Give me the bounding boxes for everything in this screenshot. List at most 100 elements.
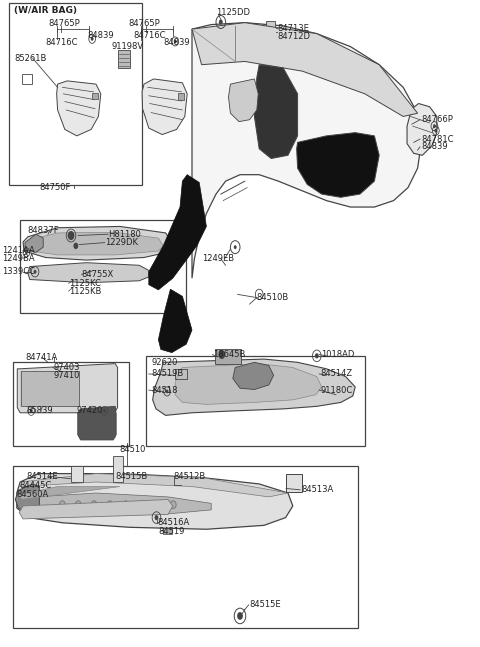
Circle shape — [218, 350, 225, 359]
Circle shape — [68, 231, 74, 240]
Text: 84741A: 84741A — [25, 353, 57, 362]
Text: 1125KB: 1125KB — [69, 287, 101, 296]
Polygon shape — [18, 487, 120, 499]
Text: 85839: 85839 — [26, 406, 53, 415]
Circle shape — [139, 501, 144, 509]
Polygon shape — [25, 234, 43, 252]
Polygon shape — [19, 499, 173, 519]
Polygon shape — [57, 81, 101, 136]
Bar — [163, 524, 172, 534]
Text: H81180: H81180 — [108, 230, 141, 239]
Polygon shape — [149, 175, 206, 290]
Text: 84515B: 84515B — [115, 472, 147, 481]
Polygon shape — [28, 263, 149, 283]
Circle shape — [237, 612, 243, 620]
Bar — [146, 356, 365, 446]
Polygon shape — [233, 362, 274, 389]
Polygon shape — [254, 65, 298, 159]
Text: 84781C: 84781C — [421, 135, 454, 144]
Text: 84519B: 84519B — [151, 369, 183, 378]
Text: 92620: 92620 — [151, 358, 178, 367]
Bar — [92, 93, 98, 99]
Text: 84716C: 84716C — [46, 38, 78, 47]
Circle shape — [60, 501, 65, 509]
Text: 84766P: 84766P — [421, 115, 453, 124]
Text: 1018AD: 1018AD — [321, 350, 354, 359]
Circle shape — [433, 124, 436, 128]
Polygon shape — [29, 232, 163, 255]
Polygon shape — [15, 484, 39, 514]
Circle shape — [103, 409, 106, 413]
Text: 84560A: 84560A — [17, 490, 49, 499]
Circle shape — [25, 250, 28, 254]
Text: 1125KC: 1125KC — [69, 279, 100, 288]
Polygon shape — [192, 23, 418, 116]
Text: 1125DD: 1125DD — [216, 8, 250, 17]
Circle shape — [91, 501, 97, 509]
Text: 1229DK: 1229DK — [105, 238, 138, 247]
Text: 84510B: 84510B — [257, 293, 289, 302]
Bar — [22, 74, 32, 84]
Text: 85261B: 85261B — [14, 54, 47, 63]
Circle shape — [234, 245, 237, 249]
Bar — [182, 479, 192, 492]
Text: 84839: 84839 — [88, 31, 114, 40]
Bar — [178, 93, 184, 100]
Text: 97420: 97420 — [77, 406, 103, 415]
Polygon shape — [153, 359, 355, 415]
Circle shape — [315, 353, 319, 358]
Text: 84712D: 84712D — [277, 32, 311, 41]
Text: 84837F: 84837F — [28, 226, 60, 236]
Polygon shape — [228, 79, 258, 122]
Bar — [118, 50, 130, 68]
Circle shape — [73, 243, 78, 249]
Bar — [9, 3, 142, 185]
Text: 1241AA: 1241AA — [2, 246, 35, 255]
Polygon shape — [23, 226, 172, 260]
Bar — [13, 466, 358, 628]
Text: 84750F: 84750F — [40, 183, 71, 192]
Circle shape — [34, 270, 36, 274]
Text: 84514Z: 84514Z — [321, 369, 353, 378]
Polygon shape — [17, 474, 293, 529]
Circle shape — [107, 501, 113, 509]
Circle shape — [434, 129, 437, 133]
Circle shape — [174, 39, 177, 43]
Text: 84755X: 84755X — [82, 270, 114, 279]
Circle shape — [155, 515, 158, 520]
Text: 84514E: 84514E — [26, 472, 58, 481]
Bar — [286, 474, 302, 492]
Polygon shape — [192, 23, 421, 278]
Text: 84713E: 84713E — [277, 24, 309, 33]
Bar — [266, 21, 275, 36]
Circle shape — [155, 501, 160, 509]
Text: 84516A: 84516A — [157, 518, 190, 527]
Bar — [71, 466, 83, 482]
Circle shape — [123, 501, 129, 509]
Bar — [175, 369, 187, 379]
Polygon shape — [78, 406, 116, 440]
Text: 97410: 97410 — [54, 371, 80, 380]
Bar — [113, 456, 123, 482]
Text: 1339CC: 1339CC — [2, 267, 36, 276]
Circle shape — [75, 501, 81, 509]
Circle shape — [219, 19, 223, 25]
Polygon shape — [407, 104, 437, 155]
Text: 84510: 84510 — [119, 444, 145, 454]
Bar — [13, 362, 129, 446]
Circle shape — [30, 409, 33, 413]
Text: (W/AIR BAG): (W/AIR BAG) — [14, 6, 77, 16]
Text: 84839: 84839 — [163, 38, 190, 47]
Circle shape — [166, 389, 168, 393]
Text: 84765P: 84765P — [48, 19, 80, 28]
Bar — [20, 220, 186, 313]
Text: 84839: 84839 — [421, 142, 447, 151]
Text: 97403: 97403 — [54, 363, 80, 372]
Text: 18645B: 18645B — [213, 350, 245, 359]
Text: 84512B: 84512B — [174, 472, 206, 481]
Circle shape — [170, 501, 176, 509]
Text: 84518: 84518 — [151, 386, 178, 395]
Polygon shape — [142, 79, 187, 135]
Text: 1249EB: 1249EB — [203, 254, 235, 263]
Polygon shape — [17, 364, 118, 413]
